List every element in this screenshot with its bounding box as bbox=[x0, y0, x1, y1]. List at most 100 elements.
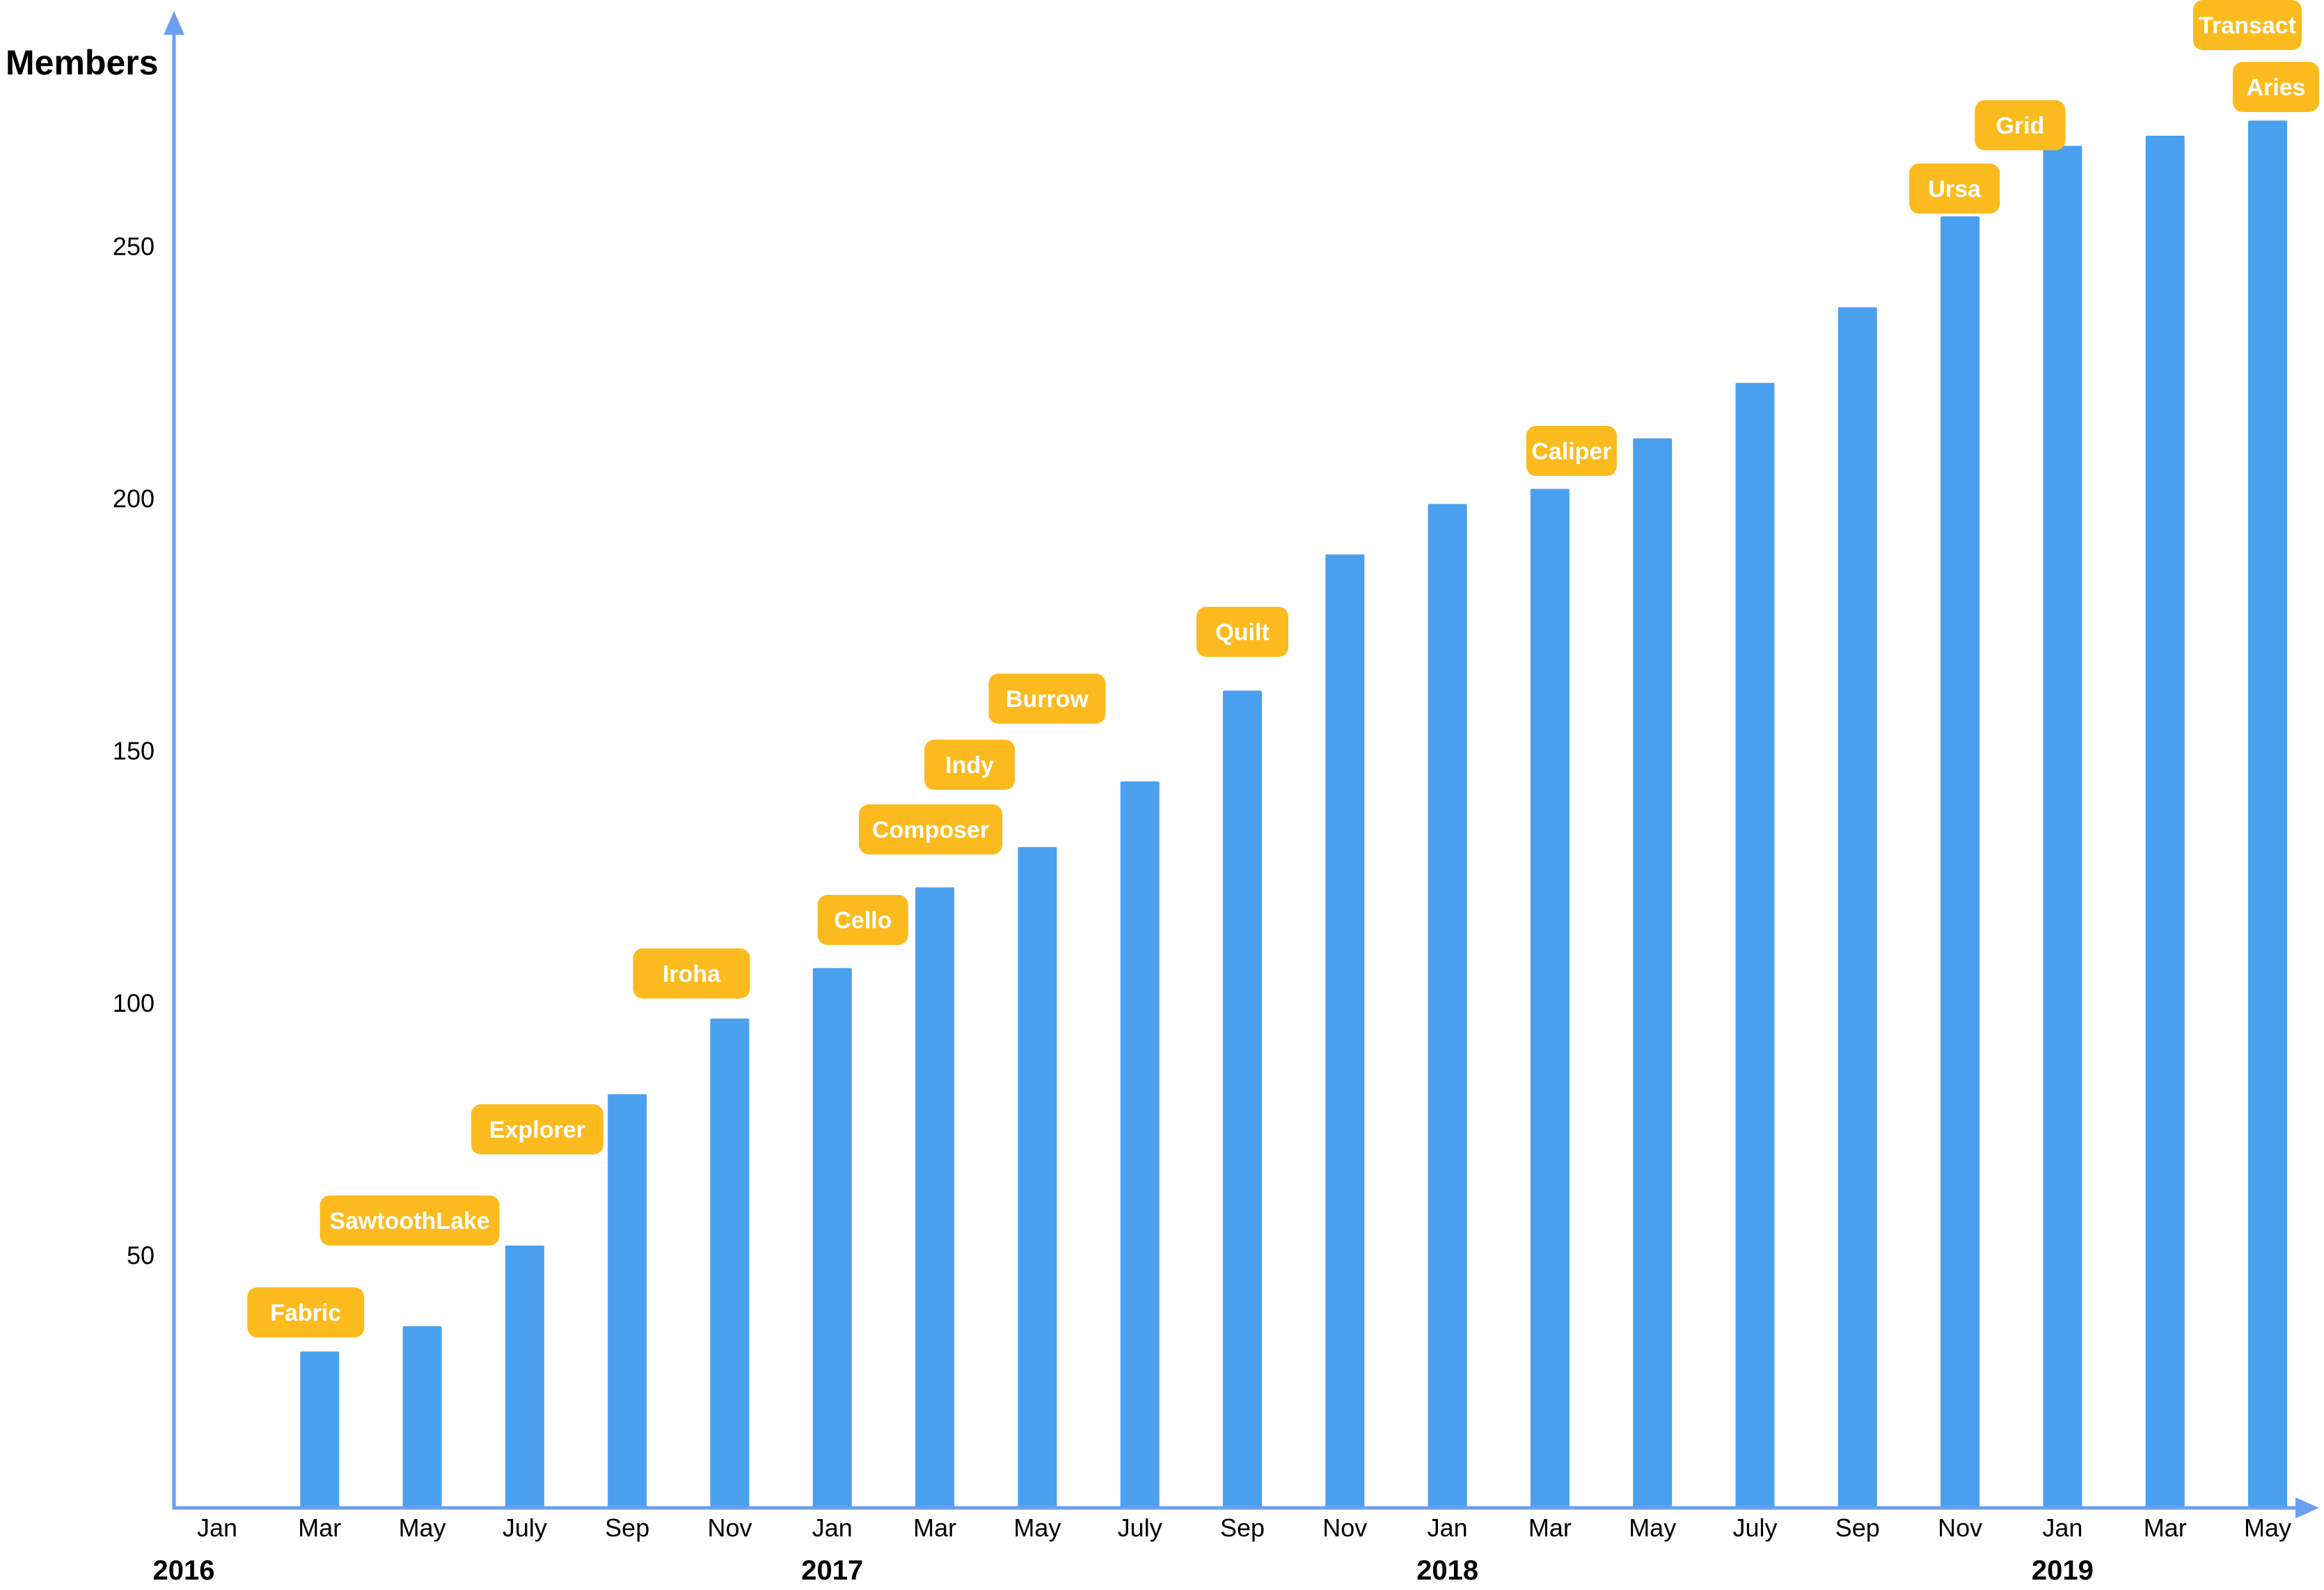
x-tick-label: May bbox=[1629, 1513, 1676, 1542]
project-badge-bg bbox=[817, 895, 908, 945]
project-badge: Burrow bbox=[988, 674, 1106, 724]
x-tick-label: Mar bbox=[1528, 1513, 1572, 1542]
project-badge-label: Explorer bbox=[489, 1117, 585, 1143]
project-badge-label: Aries bbox=[2246, 74, 2305, 101]
project-badge: Grid bbox=[1975, 100, 2066, 150]
y-tick-label: 150 bbox=[113, 737, 155, 765]
x-tick-label: Jan bbox=[197, 1513, 237, 1542]
project-badge-bg bbox=[1526, 426, 1617, 476]
x-tick-label: Nov bbox=[1322, 1513, 1367, 1542]
bar-18 bbox=[2043, 145, 2082, 1508]
x-tick-label: May bbox=[2244, 1513, 2291, 1542]
project-badge: Ursa bbox=[1909, 164, 2000, 214]
project-badge-bg bbox=[924, 740, 1015, 790]
x-tick-label: Sep bbox=[1220, 1513, 1265, 1542]
y-tick-label: 200 bbox=[113, 484, 155, 513]
x-axis: Jan Mar May July Sep Nov Jan Mar May July Sep Nov Ja… bbox=[153, 1497, 2319, 1586]
project-badge-label: Iroha bbox=[663, 961, 721, 987]
year-labels: 2016 2017 2018 2019 bbox=[153, 1555, 2094, 1586]
x-tick-label: Mar bbox=[298, 1513, 341, 1542]
project-badge-label: Cello bbox=[834, 907, 892, 934]
x-tick-label: Mar bbox=[913, 1513, 956, 1542]
bar-3 bbox=[505, 1246, 544, 1508]
y-tick-label: 50 bbox=[127, 1241, 155, 1270]
project-badge: Iroha bbox=[633, 948, 750, 999]
project-badge: Caliper bbox=[1526, 426, 1617, 476]
project-badge: Composer bbox=[859, 804, 1003, 854]
project-badge-bg bbox=[633, 948, 750, 999]
project-badge-bg bbox=[2193, 0, 2302, 50]
project-badge-label: SawtoothLake bbox=[329, 1208, 489, 1234]
project-badge-label: Quilt bbox=[1215, 619, 1269, 646]
x-tick-label: Jan bbox=[812, 1513, 853, 1542]
project-badge: Aries bbox=[2233, 62, 2319, 112]
bar-15 bbox=[1735, 383, 1775, 1508]
project-badge-label: Fabric bbox=[270, 1300, 341, 1326]
bar-12 bbox=[1428, 504, 1467, 1508]
project-badge-bg bbox=[988, 674, 1106, 724]
bar-6 bbox=[812, 968, 852, 1508]
y-axis-arrowhead bbox=[164, 11, 184, 35]
project-badge-label: Indy bbox=[945, 752, 994, 779]
project-badge-bg bbox=[1909, 164, 2000, 214]
project-badge: Quilt bbox=[1196, 607, 1288, 657]
project-badge-bg bbox=[859, 804, 1003, 854]
bar-11 bbox=[1325, 554, 1365, 1508]
y-axis-title: Members bbox=[6, 43, 159, 82]
project-badge-bg bbox=[1975, 100, 2066, 150]
project-badge-label: Grid bbox=[1995, 113, 2044, 139]
y-tick-labels: 50 100 150 200 250 bbox=[113, 232, 155, 1270]
x-tick-label: Nov bbox=[1938, 1513, 1982, 1542]
year-label: 2017 bbox=[801, 1555, 863, 1586]
y-axis: Members 50 100 150 200 250 bbox=[6, 11, 184, 1508]
project-badge-label: Ursa bbox=[1928, 176, 1982, 202]
x-tick-label: Mar bbox=[2144, 1513, 2187, 1542]
project-badge-label: Burrow bbox=[1006, 686, 1089, 713]
project-badge-label: Caliper bbox=[1531, 438, 1611, 465]
bar-20 bbox=[2248, 120, 2287, 1508]
annotations-layer: Fabric SawtoothLake Explorer Iroha Cello Comp… bbox=[247, 0, 2319, 1337]
bar-17 bbox=[1940, 216, 1980, 1508]
bars-layer bbox=[300, 120, 2287, 1508]
project-badge: Explorer bbox=[471, 1104, 603, 1154]
bar-8 bbox=[1018, 847, 1057, 1508]
bar-16 bbox=[1837, 307, 1877, 1508]
bar-14 bbox=[1633, 438, 1673, 1508]
bar-7 bbox=[915, 887, 955, 1508]
x-tick-label: July bbox=[1118, 1513, 1162, 1542]
bar-19 bbox=[2145, 136, 2185, 1508]
project-badge-label: Transact bbox=[2199, 13, 2296, 39]
x-tick-labels: Jan Mar May July Sep Nov Jan Mar May July Sep Nov Ja… bbox=[197, 1513, 2291, 1542]
year-label: 2018 bbox=[1416, 1555, 1478, 1586]
project-badge: Transact bbox=[2193, 0, 2302, 50]
x-axis-arrowhead bbox=[2295, 1497, 2319, 1518]
x-tick-label: May bbox=[1013, 1513, 1061, 1542]
project-badge: SawtoothLake bbox=[319, 1195, 500, 1246]
project-badge: Cello bbox=[817, 895, 908, 945]
bar-13 bbox=[1530, 488, 1570, 1508]
project-badge: Fabric bbox=[247, 1287, 365, 1337]
x-tick-label: Jan bbox=[1428, 1513, 1468, 1542]
x-tick-label: Sep bbox=[1835, 1513, 1880, 1542]
x-tick-label: Sep bbox=[605, 1513, 649, 1542]
bar-9 bbox=[1120, 781, 1160, 1508]
x-tick-label: Nov bbox=[707, 1513, 752, 1542]
project-badge-bg bbox=[471, 1104, 603, 1154]
year-label: 2016 bbox=[153, 1555, 215, 1586]
project-badge-bg bbox=[247, 1287, 365, 1337]
project-badge-bg bbox=[1196, 607, 1288, 657]
bar-5 bbox=[710, 1018, 750, 1508]
bar-10 bbox=[1223, 690, 1262, 1508]
x-tick-label: July bbox=[503, 1513, 547, 1542]
bar-2 bbox=[402, 1326, 442, 1508]
project-badge-bg bbox=[319, 1195, 500, 1246]
x-tick-label: May bbox=[399, 1513, 446, 1542]
project-badge-bg bbox=[2233, 62, 2319, 112]
project-badge: Indy bbox=[924, 740, 1015, 790]
bar-1 bbox=[300, 1351, 340, 1508]
x-tick-label: Jan bbox=[2042, 1513, 2082, 1542]
y-tick-label: 250 bbox=[113, 232, 155, 261]
project-badge-label: Composer bbox=[872, 817, 989, 843]
bar-4 bbox=[608, 1094, 647, 1508]
